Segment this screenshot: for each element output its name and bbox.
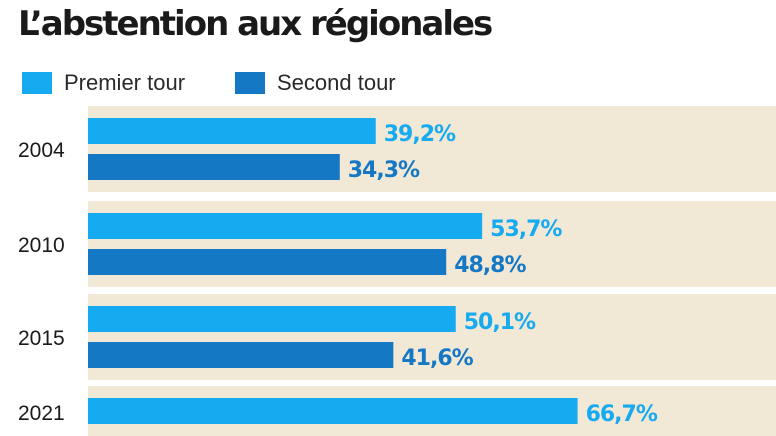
value-label-second-2015: 41,6% [401, 346, 473, 371]
bar-premier-2015 [88, 306, 456, 332]
year-label-2004: 2004 [18, 139, 65, 162]
year-label-2015: 2015 [18, 327, 65, 350]
legend-swatch-second-tour [235, 72, 265, 94]
year-label-2021: 2021 [18, 402, 65, 425]
value-label-second-2010: 48,8% [454, 253, 526, 278]
value-label-premier-2021: 66,7% [586, 402, 658, 427]
bar-second-2004 [88, 154, 340, 180]
year-label-2010: 2010 [18, 234, 65, 257]
bar-premier-2004 [88, 118, 376, 144]
bar-second-2010 [88, 249, 447, 275]
bar-second-2015 [88, 342, 394, 368]
bar-premier-2021 [88, 398, 578, 424]
chart-title: L’abstention aux régionales [18, 4, 493, 44]
value-label-premier-2015: 50,1% [464, 310, 536, 335]
value-label-premier-2010: 53,7% [490, 217, 562, 242]
value-label-second-2004: 34,3% [348, 158, 420, 183]
legend-label-premier-tour: Premier tour [64, 70, 186, 95]
bar-premier-2010 [88, 213, 483, 239]
value-label-premier-2004: 39,2% [384, 122, 456, 147]
legend-swatch-premier-tour [22, 72, 52, 94]
legend-label-second-tour: Second tour [277, 70, 396, 95]
